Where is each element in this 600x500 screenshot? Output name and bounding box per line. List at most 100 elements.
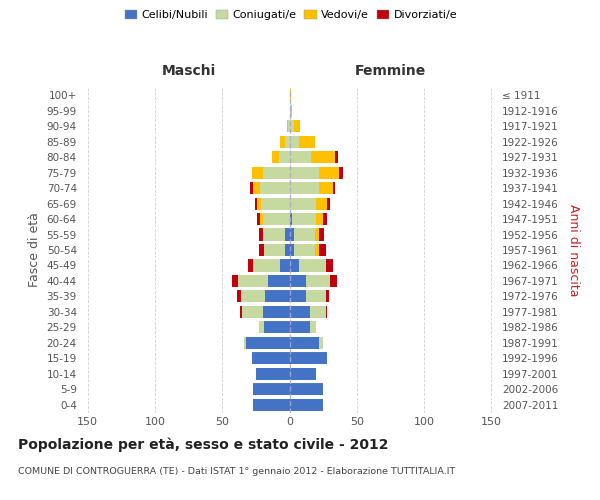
Bar bbox=[265, 290, 290, 302]
Bar bbox=[253, 182, 260, 194]
Bar bbox=[335, 151, 338, 163]
Bar bbox=[290, 120, 293, 132]
Bar bbox=[299, 260, 326, 272]
Bar bbox=[290, 228, 293, 240]
Bar bbox=[248, 260, 253, 272]
Bar bbox=[286, 228, 290, 240]
Bar bbox=[319, 228, 325, 240]
Bar bbox=[310, 322, 316, 334]
Bar bbox=[242, 306, 263, 318]
Bar bbox=[316, 213, 323, 225]
Bar bbox=[290, 104, 291, 117]
Bar bbox=[299, 136, 315, 147]
Bar bbox=[237, 290, 241, 302]
Y-axis label: Anni di nascita: Anni di nascita bbox=[567, 204, 580, 296]
Bar bbox=[247, 337, 290, 349]
Bar bbox=[290, 213, 292, 225]
Bar bbox=[330, 275, 337, 287]
Bar bbox=[293, 228, 315, 240]
Bar bbox=[290, 337, 319, 349]
Bar bbox=[238, 275, 268, 287]
Bar bbox=[286, 136, 290, 147]
Bar bbox=[293, 120, 300, 132]
Bar bbox=[264, 244, 286, 256]
Bar bbox=[310, 306, 326, 318]
Bar bbox=[290, 151, 311, 163]
Bar bbox=[263, 228, 286, 240]
Bar bbox=[290, 166, 319, 178]
Bar bbox=[290, 398, 323, 411]
Bar bbox=[260, 213, 263, 225]
Bar bbox=[290, 352, 327, 364]
Bar bbox=[290, 383, 323, 396]
Bar bbox=[232, 275, 238, 287]
Bar bbox=[241, 290, 265, 302]
Bar bbox=[254, 198, 257, 209]
Bar bbox=[315, 244, 319, 256]
Bar bbox=[286, 244, 290, 256]
Bar bbox=[293, 244, 315, 256]
Bar bbox=[253, 260, 280, 272]
Bar bbox=[311, 151, 335, 163]
Bar bbox=[288, 120, 290, 132]
Bar bbox=[279, 151, 290, 163]
Bar bbox=[252, 352, 290, 364]
Bar bbox=[326, 290, 329, 302]
Bar bbox=[259, 244, 264, 256]
Bar bbox=[327, 198, 330, 209]
Bar bbox=[291, 104, 292, 117]
Bar bbox=[315, 228, 319, 240]
Bar bbox=[263, 306, 290, 318]
Bar bbox=[256, 368, 290, 380]
Text: Femmine: Femmine bbox=[355, 64, 426, 78]
Bar bbox=[253, 383, 290, 396]
Bar bbox=[240, 306, 242, 318]
Bar bbox=[280, 136, 286, 147]
Bar bbox=[323, 213, 327, 225]
Bar bbox=[290, 136, 299, 147]
Bar bbox=[263, 213, 290, 225]
Bar bbox=[332, 182, 335, 194]
Bar bbox=[290, 306, 310, 318]
Legend: Celibi/Nubili, Coniugati/e, Vedovi/e, Divorziati/e: Celibi/Nubili, Coniugati/e, Vedovi/e, Di… bbox=[121, 6, 461, 25]
Bar bbox=[257, 213, 260, 225]
Bar bbox=[290, 182, 319, 194]
Text: Popolazione per età, sesso e stato civile - 2012: Popolazione per età, sesso e stato civil… bbox=[18, 438, 389, 452]
Bar bbox=[290, 368, 316, 380]
Bar bbox=[259, 228, 263, 240]
Text: Maschi: Maschi bbox=[161, 64, 216, 78]
Bar bbox=[319, 166, 339, 178]
Bar bbox=[244, 337, 247, 349]
Bar bbox=[280, 260, 290, 272]
Bar bbox=[326, 260, 332, 272]
Bar bbox=[319, 337, 323, 349]
Bar bbox=[253, 398, 290, 411]
Bar bbox=[259, 322, 264, 334]
Bar bbox=[290, 260, 299, 272]
Bar bbox=[252, 166, 263, 178]
Bar bbox=[272, 151, 279, 163]
Bar bbox=[264, 322, 290, 334]
Bar bbox=[292, 213, 316, 225]
Bar bbox=[290, 89, 291, 102]
Bar bbox=[305, 290, 326, 302]
Bar bbox=[290, 198, 316, 209]
Bar bbox=[316, 198, 327, 209]
Bar bbox=[290, 290, 305, 302]
Bar bbox=[260, 182, 290, 194]
Bar bbox=[261, 198, 290, 209]
Bar bbox=[319, 244, 326, 256]
Bar bbox=[339, 166, 343, 178]
Bar bbox=[290, 244, 293, 256]
Bar bbox=[263, 166, 290, 178]
Bar bbox=[305, 275, 330, 287]
Text: COMUNE DI CONTROGUERRA (TE) - Dati ISTAT 1° gennaio 2012 - Elaborazione TUTTITAL: COMUNE DI CONTROGUERRA (TE) - Dati ISTAT… bbox=[18, 468, 455, 476]
Y-axis label: Fasce di età: Fasce di età bbox=[28, 212, 41, 288]
Bar bbox=[290, 275, 305, 287]
Bar bbox=[326, 306, 327, 318]
Bar bbox=[287, 120, 288, 132]
Bar bbox=[257, 198, 261, 209]
Bar bbox=[250, 182, 253, 194]
Bar bbox=[290, 322, 310, 334]
Bar bbox=[319, 182, 332, 194]
